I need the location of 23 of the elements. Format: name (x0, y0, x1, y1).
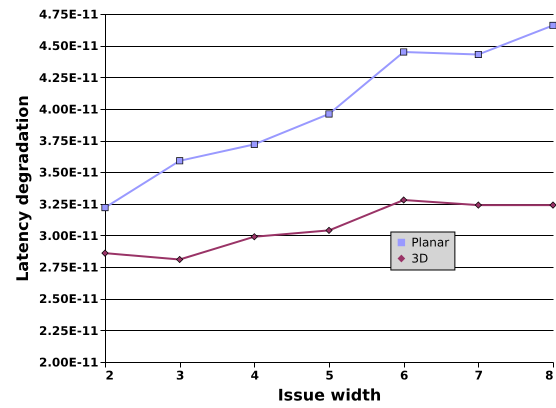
y-tick-label: 3.75E-11 (39, 134, 98, 148)
x-tick-label: 5 (325, 368, 334, 382)
y-tick-label: 2.75E-11 (39, 260, 98, 275)
x-tick-label: 7 (474, 368, 484, 382)
x-tick-label: 3 (176, 368, 184, 382)
y-tick-label: 4.75E-11 (39, 8, 98, 22)
y-tick-label: 2.25E-11 (39, 324, 98, 338)
y-axis-title: Latency degradation (13, 95, 32, 282)
legend-label: Planar (411, 236, 450, 250)
y-tick-label: 4.00E-11 (39, 102, 98, 116)
y-tick-label: 4.50E-11 (39, 39, 98, 54)
y-tick-label: 3.50E-11 (39, 166, 98, 180)
x-tick-label: 2 (106, 368, 114, 382)
y-tick-label: 3.25E-11 (39, 197, 98, 212)
x-tick-label: 6 (400, 368, 408, 382)
y-tick-label: 2.50E-11 (39, 292, 98, 306)
y-tick-label: 4.25E-11 (39, 70, 98, 85)
legend-label: 3D (411, 252, 428, 266)
x-tick-label: 8 (545, 368, 554, 382)
x-axis-title: Issue width (278, 386, 382, 404)
x-tick-label: 4 (250, 368, 260, 382)
y-tick-label: 2.00E-11 (39, 356, 98, 370)
y-tick-label: 3.00E-11 (39, 228, 98, 243)
